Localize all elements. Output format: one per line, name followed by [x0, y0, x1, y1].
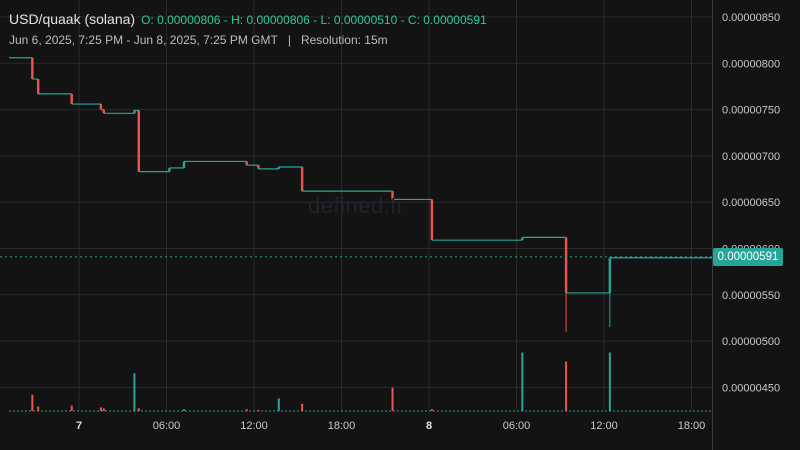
watermark-logo: defined.fi [308, 193, 403, 218]
x-tick-label: 18:00 [328, 420, 356, 432]
chart-grid [0, 0, 712, 411]
chart-subheader: Jun 6, 2025, 7:25 PM - Jun 8, 2025, 7:25… [9, 33, 388, 47]
volume-bar [565, 361, 568, 411]
volume-bar [301, 403, 304, 411]
volume-bar [137, 408, 140, 411]
volume-bar [37, 406, 40, 411]
resolution-label: Resolution: 15m [300, 33, 388, 47]
candle-body [31, 57, 34, 80]
volume-bar [133, 373, 136, 411]
volume-bar [102, 408, 105, 411]
x-tick-label: 06:00 [503, 420, 531, 432]
y-tick-label: 0.00000750 [722, 105, 780, 117]
y-tick-label: 0.00000700 [722, 151, 780, 163]
y-tick-label: 0.00000500 [722, 336, 780, 348]
x-tick-label: 12:00 [590, 420, 618, 432]
volume-bar [70, 405, 73, 411]
candle-body [521, 237, 524, 241]
x-tick-label: 18:00 [678, 420, 706, 432]
volume-bar [183, 409, 185, 411]
x-tick-label: 12:00 [240, 420, 268, 432]
last-price-tag: 0.00000591 [713, 248, 783, 266]
candle-body [257, 165, 260, 169]
candle-body [430, 199, 434, 241]
candle-body [277, 167, 280, 169]
volume-bar [245, 409, 248, 411]
volume-bar [257, 410, 260, 411]
chart-header: USD/quaak (solana) O: 0.00000806 - H: 0.0… [9, 11, 487, 27]
header-separator: | [287, 33, 291, 47]
price-axis: 0.00000850 0.00000800 0.00000750 0.00000700… [76, 0, 780, 450]
x-tick-label: 06:00 [153, 420, 181, 432]
candle-body [70, 93, 73, 105]
volume-bar [391, 387, 394, 411]
date-range: Jun 6, 2025, 7:25 PM - Jun 8, 2025, 7:25… [9, 33, 278, 47]
volume-bar [608, 352, 611, 411]
volume-bar [430, 409, 433, 411]
volume-bar [277, 398, 280, 411]
candle-body [391, 191, 394, 200]
candle-body [182, 161, 186, 168]
y-tick-label: 0.00000650 [722, 197, 780, 209]
x-tick-label: 8 [426, 420, 432, 432]
pair-title: USD/quaak (solana) [9, 11, 136, 27]
candle-body [102, 109, 105, 114]
volume-bar [31, 394, 34, 411]
y-tick-label: 0.00000850 [722, 12, 780, 24]
ohlc-readout: O: 0.00000806 - H: 0.00000806 - L: 0.000… [141, 13, 487, 27]
price-candles [0, 57, 744, 332]
candle-body [99, 104, 103, 110]
y-tick-label: 0.00000800 [722, 58, 780, 70]
y-tick-label: 0.00000450 [722, 382, 780, 394]
candle-body [245, 161, 248, 166]
candle-body [168, 167, 171, 172]
y-tick-label: 0.00000550 [722, 290, 780, 302]
candle-body [36, 79, 40, 94]
x-tick-label: 7 [76, 420, 82, 432]
candle-body [300, 167, 304, 192]
volume-bars [9, 352, 712, 412]
volume-bar [521, 352, 524, 411]
volume-bar [99, 407, 102, 411]
